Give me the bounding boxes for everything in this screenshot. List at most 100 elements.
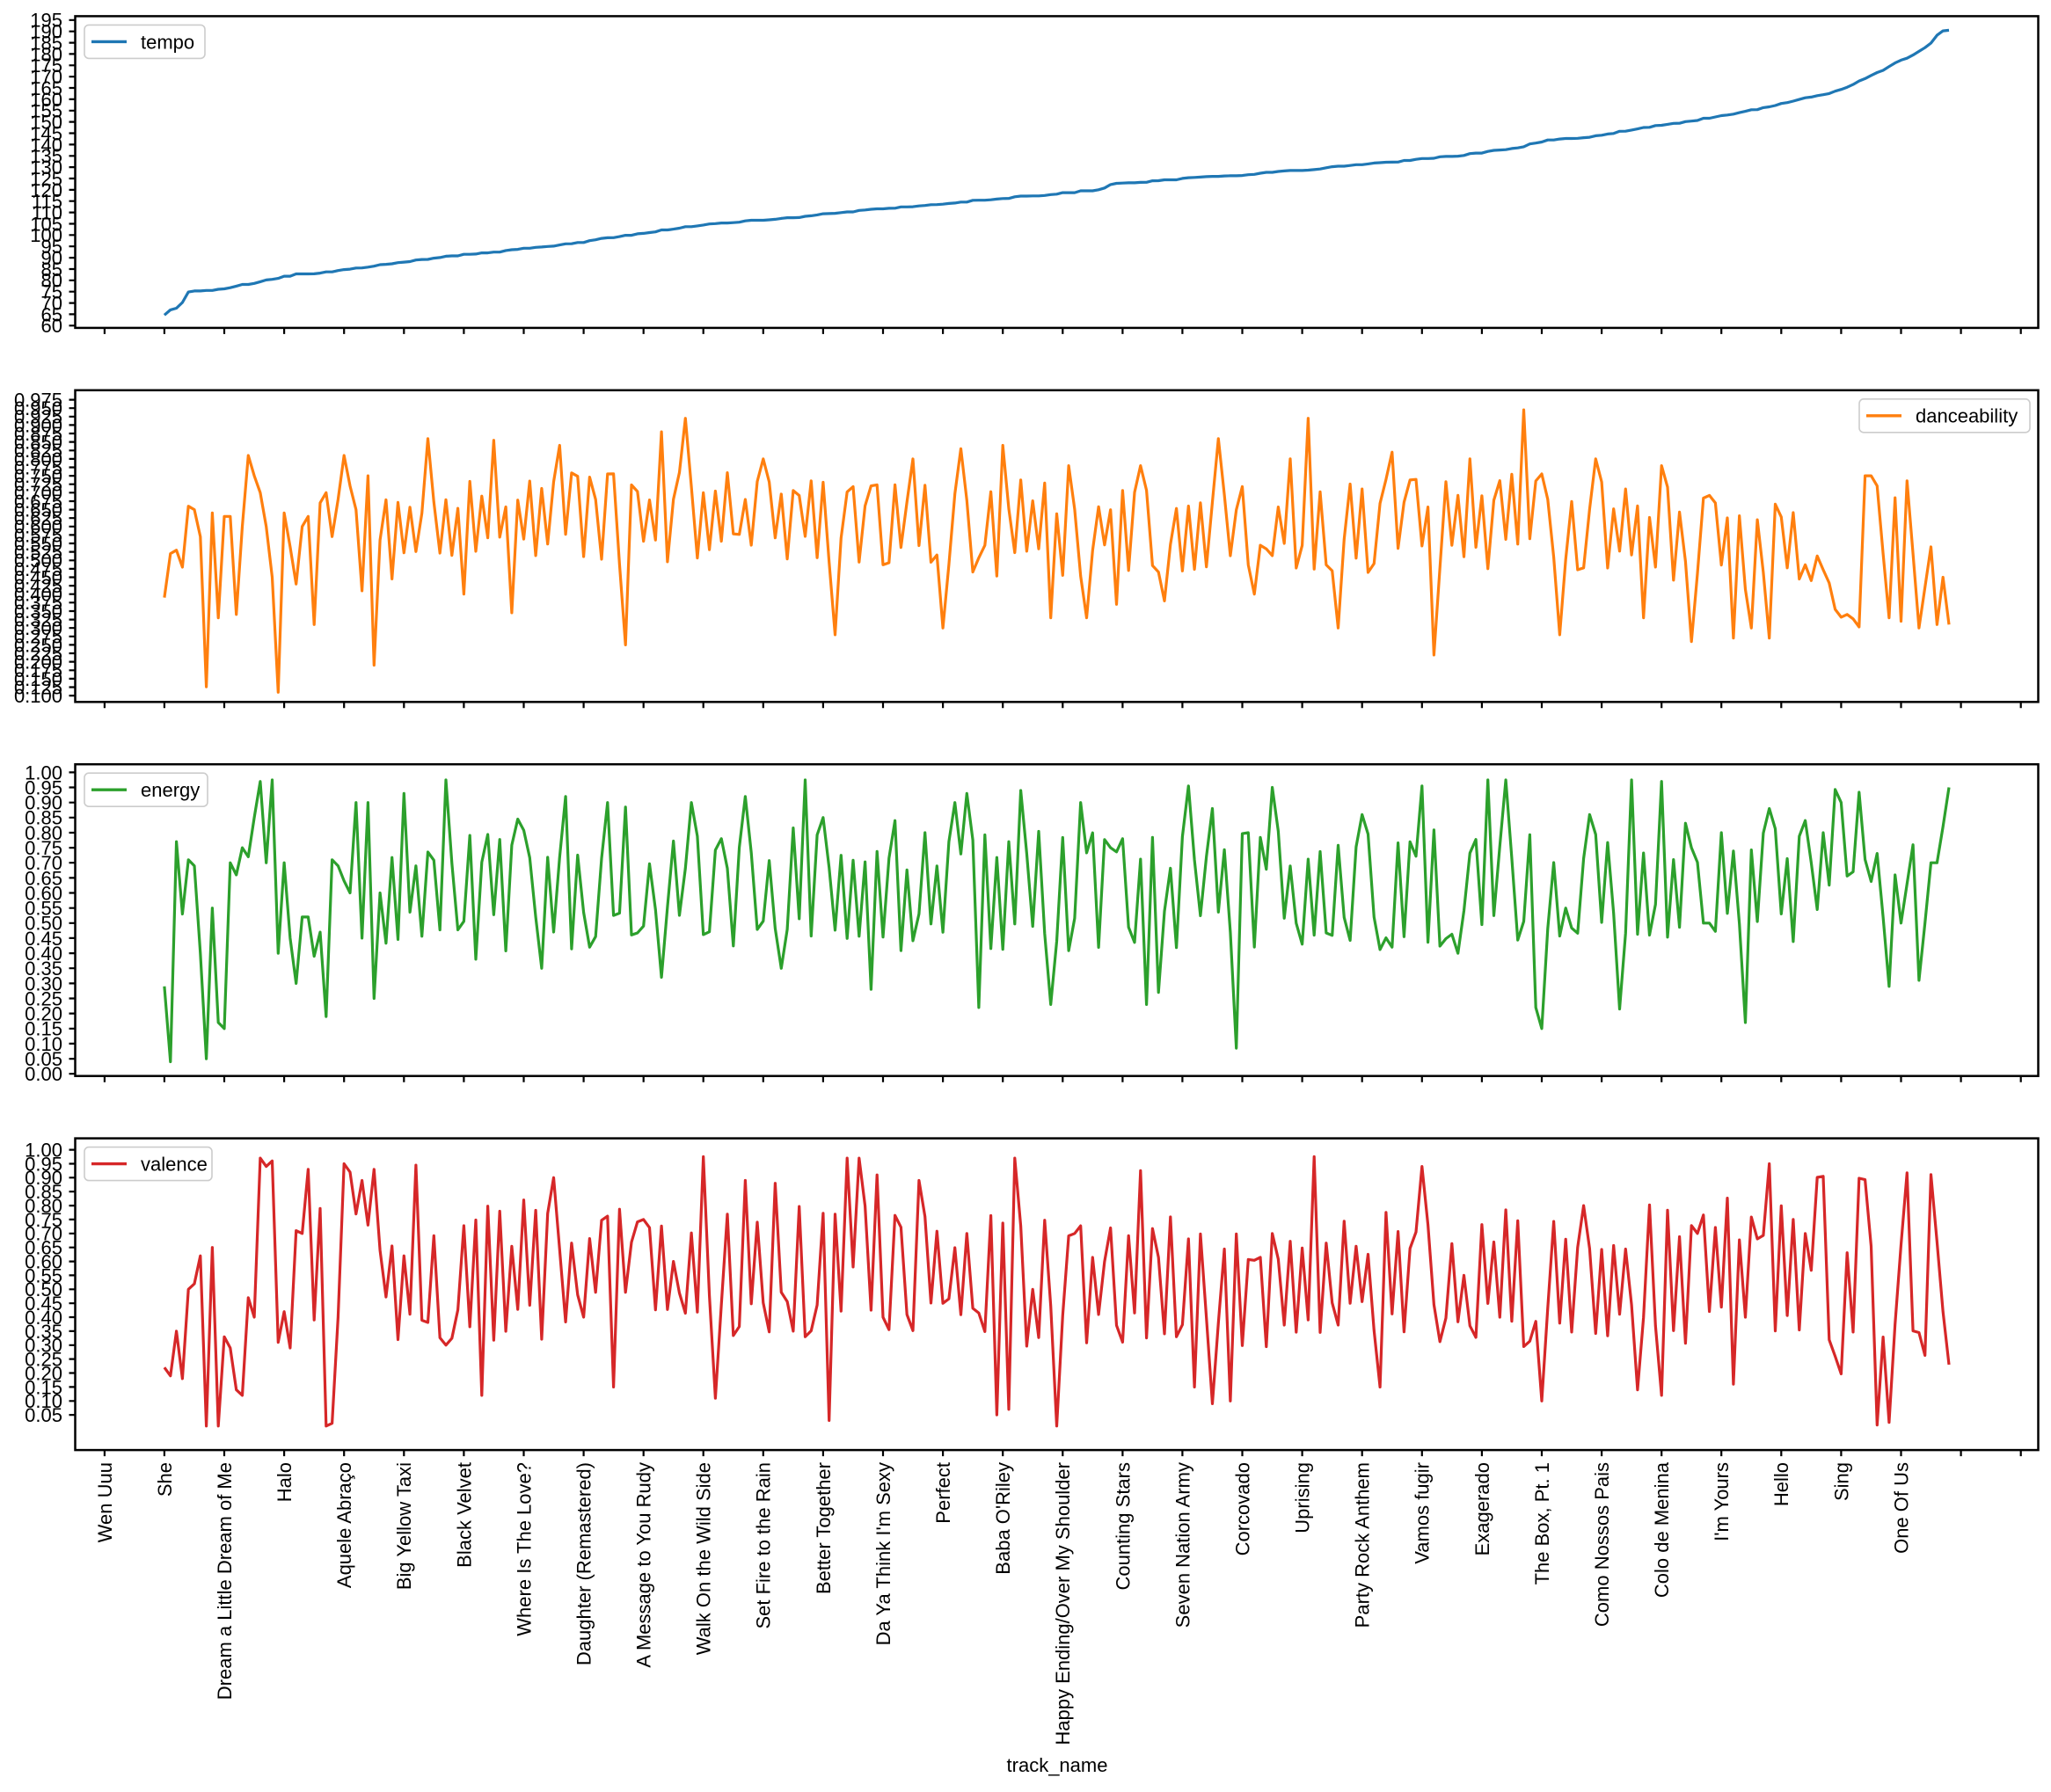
svg-text:Exagerado: Exagerado — [1471, 1462, 1493, 1555]
svg-text:170: 170 — [30, 66, 62, 88]
svg-text:80: 80 — [41, 270, 62, 292]
svg-text:0.175: 0.175 — [14, 659, 62, 681]
svg-text:0.60: 0.60 — [25, 1251, 62, 1273]
svg-text:110: 110 — [32, 202, 62, 224]
svg-text:0.75: 0.75 — [25, 837, 62, 859]
svg-text:0.20: 0.20 — [25, 1003, 62, 1025]
svg-text:0.20: 0.20 — [25, 1362, 62, 1384]
svg-text:Dream a Little Dream of Me: Dream a Little Dream of Me — [214, 1462, 236, 1700]
svg-text:0.800: 0.800 — [14, 448, 62, 470]
svg-text:0.500: 0.500 — [14, 550, 62, 572]
svg-text:Aquele Abraço: Aquele Abraço — [333, 1462, 355, 1588]
svg-text:0.100: 0.100 — [14, 685, 62, 707]
svg-text:A Message to You Rudy: A Message to You Rudy — [633, 1462, 655, 1668]
svg-text:95: 95 — [41, 236, 62, 258]
svg-text:0.125: 0.125 — [14, 676, 62, 698]
svg-text:Daughter (Remastered): Daughter (Remastered) — [573, 1462, 595, 1665]
svg-text:0.450: 0.450 — [14, 566, 62, 588]
svg-text:0.825: 0.825 — [14, 440, 62, 462]
svg-text:65: 65 — [41, 303, 62, 325]
svg-text:0.150: 0.150 — [14, 668, 62, 690]
svg-text:0.875: 0.875 — [14, 423, 62, 445]
svg-text:105: 105 — [30, 213, 62, 235]
svg-text:1.00: 1.00 — [25, 1140, 62, 1162]
svg-text:0.650: 0.650 — [14, 499, 62, 521]
svg-text:0.575: 0.575 — [14, 524, 62, 546]
svg-text:0.75: 0.75 — [25, 1209, 62, 1231]
svg-text:energy: energy — [141, 779, 200, 801]
svg-text:Set Fire to the Rain: Set Fire to the Rain — [753, 1462, 775, 1629]
svg-text:0.35: 0.35 — [25, 958, 62, 980]
svg-text:Black Velvet: Black Velvet — [453, 1462, 475, 1568]
svg-text:0.625: 0.625 — [14, 507, 62, 529]
svg-text:0.925: 0.925 — [14, 406, 62, 428]
svg-text:125: 125 — [30, 168, 62, 190]
svg-text:0.70: 0.70 — [25, 1223, 62, 1245]
svg-text:0.30: 0.30 — [25, 972, 62, 994]
svg-text:Perfect: Perfect — [932, 1462, 954, 1524]
svg-text:0.30: 0.30 — [25, 1335, 62, 1357]
svg-text:0.275: 0.275 — [14, 626, 62, 648]
svg-text:0.750: 0.750 — [14, 465, 62, 487]
svg-text:0.40: 0.40 — [25, 1307, 62, 1329]
svg-text:Where Is The Love?: Where Is The Love? — [513, 1462, 535, 1636]
svg-text:Seven Nation Army: Seven Nation Army — [1171, 1462, 1193, 1628]
svg-text:Hello: Hello — [1770, 1462, 1792, 1506]
svg-text:150: 150 — [30, 112, 62, 134]
svg-text:Walk On the Wild Side: Walk On the Wild Side — [693, 1462, 715, 1655]
svg-text:100: 100 — [30, 224, 62, 246]
svg-text:Better Together: Better Together — [813, 1462, 835, 1594]
svg-text:Big Yellow Taxi: Big Yellow Taxi — [393, 1462, 415, 1590]
svg-text:Vamos fugir: Vamos fugir — [1412, 1462, 1434, 1564]
svg-text:tempo: tempo — [141, 31, 194, 53]
svg-text:75: 75 — [41, 281, 62, 303]
svg-text:0.80: 0.80 — [25, 1195, 62, 1217]
svg-text:120: 120 — [30, 179, 62, 201]
svg-text:0.45: 0.45 — [25, 1293, 62, 1315]
svg-text:180: 180 — [30, 43, 62, 65]
svg-text:Wen Uuu: Wen Uuu — [94, 1462, 116, 1542]
svg-text:90: 90 — [41, 247, 62, 269]
svg-text:0.10: 0.10 — [25, 1390, 62, 1412]
svg-text:0.85: 0.85 — [25, 1181, 62, 1203]
svg-text:valence: valence — [141, 1154, 208, 1176]
svg-text:0.25: 0.25 — [25, 1349, 62, 1371]
svg-text:0.00: 0.00 — [25, 1063, 62, 1085]
svg-text:0.50: 0.50 — [25, 1278, 62, 1300]
svg-text:0.375: 0.375 — [14, 592, 62, 614]
svg-text:0.35: 0.35 — [25, 1321, 62, 1343]
svg-text:0.45: 0.45 — [25, 928, 62, 950]
svg-text:0.50: 0.50 — [25, 913, 62, 935]
svg-text:0.25: 0.25 — [25, 987, 62, 1009]
svg-text:0.90: 0.90 — [25, 1167, 62, 1189]
svg-text:0.85: 0.85 — [25, 807, 62, 829]
svg-text:0.80: 0.80 — [25, 822, 62, 844]
svg-text:Colo de Menina: Colo de Menina — [1651, 1461, 1673, 1598]
svg-text:0.400: 0.400 — [14, 584, 62, 606]
svg-text:0.950: 0.950 — [14, 397, 62, 419]
svg-text:165: 165 — [30, 77, 62, 99]
svg-text:Party Rock Anthem: Party Rock Anthem — [1352, 1462, 1374, 1628]
svg-text:0.250: 0.250 — [14, 634, 62, 656]
svg-text:The Box, Pt. 1: The Box, Pt. 1 — [1531, 1462, 1553, 1584]
svg-text:0.60: 0.60 — [25, 882, 62, 904]
svg-text:0.975: 0.975 — [14, 390, 62, 412]
svg-text:0.05: 0.05 — [25, 1404, 62, 1426]
svg-text:0.350: 0.350 — [14, 601, 62, 623]
svg-text:0.90: 0.90 — [25, 792, 62, 814]
svg-text:danceability: danceability — [1916, 405, 2018, 427]
svg-text:Como Nossos Pais: Como Nossos Pais — [1591, 1462, 1613, 1627]
svg-text:0.225: 0.225 — [14, 643, 62, 665]
svg-text:Counting Stars: Counting Stars — [1112, 1462, 1134, 1591]
svg-text:185: 185 — [30, 33, 62, 55]
svg-text:track_name: track_name — [1007, 1754, 1108, 1776]
svg-text:0.40: 0.40 — [25, 943, 62, 965]
svg-text:0.55: 0.55 — [25, 898, 62, 920]
svg-text:0.10: 0.10 — [25, 1033, 62, 1055]
svg-text:0.55: 0.55 — [25, 1264, 62, 1286]
svg-text:0.200: 0.200 — [14, 652, 62, 674]
svg-text:Happy Ending/Over My Shoulder: Happy Ending/Over My Shoulder — [1052, 1462, 1074, 1745]
svg-text:Baba O'Riley: Baba O'Riley — [992, 1462, 1014, 1575]
svg-text:0.900: 0.900 — [14, 414, 62, 436]
svg-text:0.70: 0.70 — [25, 852, 62, 874]
